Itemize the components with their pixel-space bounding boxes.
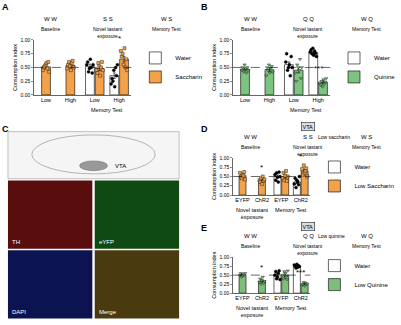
svg-text:Low quinine: Low quinine (318, 233, 345, 239)
svg-text:Water: Water (175, 55, 191, 61)
svg-text:0.50: 0.50 (219, 272, 229, 278)
svg-text:*: * (260, 163, 263, 172)
svg-text:Novel tastantexposure: Novel tastantexposure (93, 26, 123, 39)
svg-text:High: High (264, 97, 275, 103)
svg-text:VTA: VTA (303, 224, 314, 230)
svg-text:0.00: 0.00 (219, 92, 229, 98)
svg-text:Novel tastantexposure: Novel tastantexposure (293, 26, 323, 39)
svg-text:S S: S S (303, 134, 313, 140)
svg-text:ChR2: ChR2 (255, 197, 269, 203)
svg-text:0.50: 0.50 (219, 173, 229, 179)
svg-text:Memory Test: Memory Test (290, 107, 322, 113)
svg-text:0.25: 0.25 (219, 182, 229, 188)
svg-text:W Q: W Q (361, 233, 373, 239)
svg-text:TH: TH (12, 239, 20, 245)
svg-text:1.00: 1.00 (219, 254, 229, 260)
svg-text:EYFP: EYFP (274, 197, 289, 203)
svg-text:Novel tastantexposure: Novel tastantexposure (236, 305, 269, 318)
svg-text:Baseline: Baseline (241, 144, 260, 150)
svg-text:Novel tastantexposure: Novel tastantexposure (293, 144, 323, 157)
svg-text:Consumption index: Consumption index (211, 251, 217, 298)
svg-text:Saccharin: Saccharin (175, 74, 202, 80)
svg-text:Low Quinine: Low Quinine (354, 282, 388, 288)
svg-text:Memory Test: Memory Test (91, 107, 123, 113)
svg-text:VTA: VTA (115, 163, 126, 169)
svg-text:High: High (113, 97, 124, 103)
svg-text:0.75: 0.75 (219, 263, 229, 269)
svg-text:0.00: 0.00 (219, 192, 229, 198)
svg-text:W W: W W (244, 16, 257, 22)
svg-text:*: * (299, 152, 302, 161)
svg-text:Baseline: Baseline (41, 26, 60, 32)
svg-text:E: E (201, 223, 207, 233)
svg-text:EYFP: EYFP (235, 197, 250, 203)
svg-text:0.00: 0.00 (20, 92, 30, 98)
svg-text:0.75: 0.75 (219, 50, 229, 56)
svg-text:1.00: 1.00 (219, 155, 229, 161)
svg-text:DAPI: DAPI (12, 309, 26, 315)
svg-text:0.50: 0.50 (20, 64, 30, 70)
svg-text:ChR2: ChR2 (255, 295, 269, 301)
svg-text:High: High (65, 97, 76, 103)
svg-text:Water: Water (354, 263, 370, 269)
svg-text:High: High (312, 97, 323, 103)
svg-text:0.50: 0.50 (219, 64, 229, 70)
svg-text:Baseline: Baseline (241, 243, 260, 249)
svg-text:Low Saccharin: Low Saccharin (354, 183, 393, 189)
svg-text:ChR2: ChR2 (294, 295, 308, 301)
svg-text:0.25: 0.25 (219, 78, 229, 84)
svg-text:0.00: 0.00 (219, 290, 229, 296)
svg-text:Consumption index: Consumption index (12, 44, 18, 91)
svg-text:***: *** (296, 268, 305, 277)
svg-text:Q Q: Q Q (303, 233, 314, 239)
svg-text:eYFP: eYFP (99, 239, 114, 245)
svg-text:EYFP: EYFP (274, 295, 289, 301)
svg-text:Water: Water (374, 55, 390, 61)
svg-text:A: A (2, 2, 9, 12)
svg-text:Consumption index: Consumption index (211, 153, 217, 200)
svg-text:0.25: 0.25 (219, 281, 229, 287)
svg-text:D: D (201, 124, 208, 134)
svg-text:W W: W W (244, 134, 257, 140)
svg-text:Memory Test: Memory Test (352, 243, 381, 249)
svg-text:Low: Low (240, 97, 250, 103)
svg-text:Low: Low (289, 97, 299, 103)
svg-text:***: *** (314, 64, 323, 73)
svg-text:1.00: 1.00 (20, 37, 30, 43)
svg-text:W Q: W Q (361, 16, 373, 22)
svg-text:0.75: 0.75 (219, 164, 229, 170)
svg-text:Memory Test: Memory Test (352, 26, 381, 32)
svg-text:Novel tastantexposure: Novel tastantexposure (236, 207, 269, 220)
svg-text:Consumption index: Consumption index (211, 44, 217, 91)
svg-text:Memory Test: Memory Test (352, 144, 381, 150)
svg-text:Low: Low (41, 97, 51, 103)
svg-text:Quinine: Quinine (374, 74, 395, 80)
svg-text:*: * (118, 34, 121, 43)
svg-text:Low: Low (90, 97, 100, 103)
svg-text:Water: Water (354, 164, 370, 170)
svg-text:S S: S S (103, 16, 113, 22)
svg-text:Low saccharin: Low saccharin (318, 134, 350, 140)
svg-text:Baseline: Baseline (241, 26, 260, 32)
svg-text:*: * (260, 263, 263, 272)
svg-text:0.25: 0.25 (20, 78, 30, 84)
svg-text:C: C (2, 124, 9, 134)
svg-text:Memory Test: Memory Test (152, 26, 181, 32)
svg-text:0.75: 0.75 (20, 50, 30, 56)
svg-text:W W: W W (244, 233, 257, 239)
svg-text:ChR2: ChR2 (294, 197, 308, 203)
svg-text:Merge: Merge (99, 309, 117, 315)
svg-text:VTA: VTA (303, 124, 314, 130)
svg-text:Q Q: Q Q (303, 16, 314, 22)
svg-text:Memory Test: Memory Test (275, 305, 307, 311)
svg-text:Novel tastantexposure: Novel tastantexposure (293, 243, 323, 256)
svg-text:Memory Test: Memory Test (275, 207, 307, 213)
svg-text:1.00: 1.00 (219, 37, 229, 43)
svg-text:W S: W S (161, 16, 172, 22)
svg-text:EYFP: EYFP (235, 295, 250, 301)
svg-text:B: B (201, 2, 208, 12)
svg-text:W W: W W (44, 16, 57, 22)
svg-text:W S: W S (361, 134, 372, 140)
